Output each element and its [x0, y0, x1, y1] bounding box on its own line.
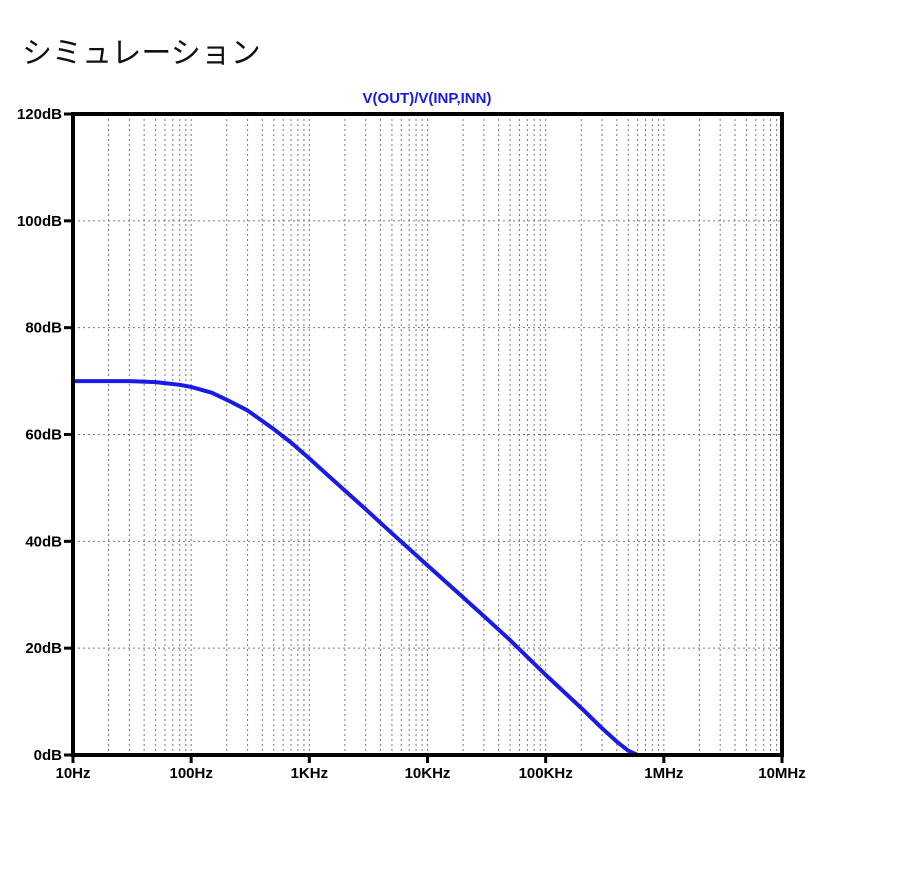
- y-tick-label: 120dB: [17, 106, 62, 123]
- x-tick-label: 100KHz: [519, 765, 573, 782]
- chart-title: V(OUT)/V(INP,INN): [363, 90, 492, 107]
- x-tick-label: 10KHz: [405, 765, 451, 782]
- x-tick-label: 1MHz: [644, 765, 683, 782]
- y-tick-label: 40dB: [25, 533, 62, 550]
- grid-lines: [73, 114, 782, 755]
- tick-labels: 0dB 20dB 40dB 60dB 80dB 100dB 120dB 10Hz 100Hz 1K…: [17, 106, 806, 782]
- y-tick-label: 20dB: [25, 640, 62, 657]
- plot-frame: [71, 112, 784, 757]
- y-tick-label: 0dB: [34, 747, 63, 764]
- y-tick-label: 60dB: [25, 427, 62, 444]
- x-tick-label: 10Hz: [55, 765, 90, 782]
- page-title: シミュレーション: [22, 36, 261, 71]
- series-layer: [71, 379, 640, 757]
- y-tick-label: 80dB: [25, 320, 62, 337]
- y-tick-label: 100dB: [17, 213, 62, 230]
- x-tick-label: 10MHz: [758, 765, 806, 782]
- series-line: [71, 379, 640, 757]
- x-tick-label: 1KHz: [291, 765, 329, 782]
- axis-ticks: [64, 112, 784, 763]
- x-tick-label: 100Hz: [169, 765, 212, 782]
